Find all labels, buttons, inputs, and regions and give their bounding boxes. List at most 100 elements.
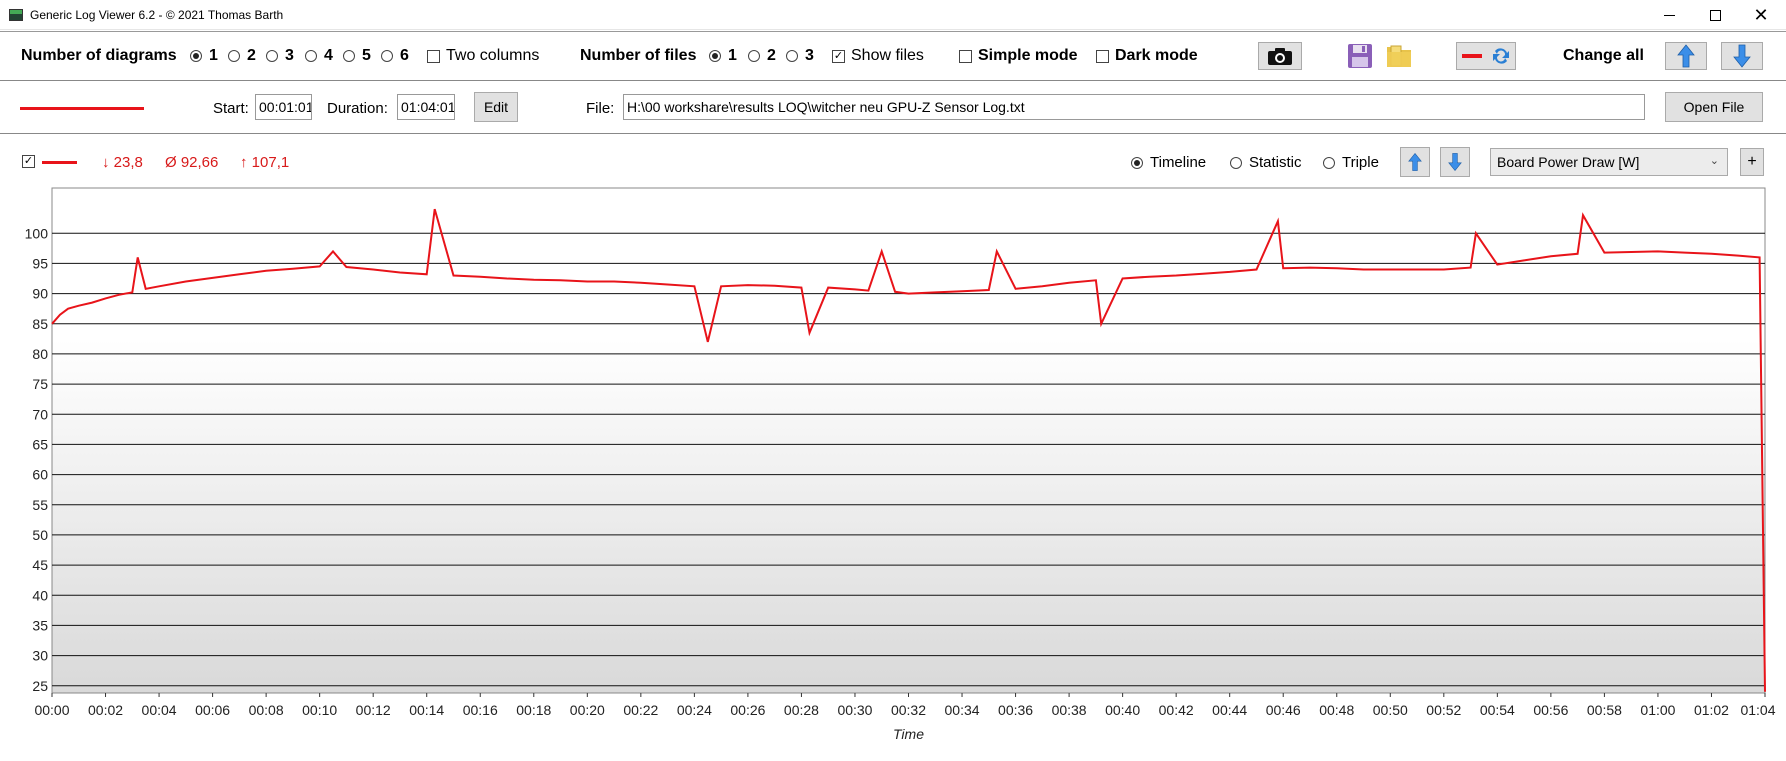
y-tick-label: 25 [32, 678, 48, 694]
files-radio-1[interactable]: 1 [709, 47, 737, 65]
arrow-down-icon [1733, 44, 1751, 68]
series-enabled-checkbox[interactable]: ✓ [22, 155, 35, 168]
swap-color-button[interactable] [1456, 42, 1516, 70]
max-value: ↑ 107,1 [240, 154, 290, 171]
y-tick-label: 40 [32, 587, 48, 603]
chevron-down-icon: ⌄ [1709, 155, 1719, 167]
x-tick-label: 00:32 [891, 702, 926, 718]
x-tick-label: 00:08 [249, 702, 284, 718]
radio-icon [305, 50, 317, 62]
files-label: Number of files [580, 47, 697, 64]
diagrams-radio-4[interactable]: 4 [305, 47, 333, 65]
color-refresh-icon [1462, 48, 1509, 64]
open-folder-button[interactable] [1384, 42, 1414, 70]
avg-value: Ø 92,66 [165, 154, 219, 171]
close-button[interactable]: ✕ [1738, 0, 1784, 30]
checkbox-checked-icon: ✓ [832, 49, 845, 63]
x-tick-label: 00:38 [1052, 702, 1087, 718]
x-tick-label: 00:22 [623, 702, 658, 718]
x-tick-label: 00:20 [570, 702, 605, 718]
minimize-button[interactable] [1646, 0, 1692, 30]
screenshot-button[interactable] [1258, 42, 1302, 70]
x-tick-label: 00:30 [837, 702, 872, 718]
x-tick-label: 00:48 [1319, 702, 1354, 718]
close-icon: ✕ [1753, 4, 1769, 25]
y-tick-label: 35 [32, 617, 48, 633]
open-file-button[interactable]: Open File [1665, 92, 1763, 122]
x-tick-label: 00:14 [409, 702, 444, 718]
series-line [51, 208, 1766, 692]
x-tick-label: 00:56 [1533, 702, 1568, 718]
x-tick-label: 01:02 [1694, 702, 1729, 718]
x-tick-label: 00:04 [142, 702, 177, 718]
diagrams-radio-5[interactable]: 5 [343, 47, 371, 65]
change-all-label: Change all [1563, 47, 1644, 64]
duration-input[interactable]: 01:04:01 [397, 94, 455, 120]
save-button[interactable] [1346, 42, 1374, 70]
window-title: Generic Log Viewer 6.2 - © 2021 Thomas B… [30, 8, 284, 22]
files-radio-3[interactable]: 3 [786, 47, 814, 65]
diagram-move-down-button[interactable] [1440, 147, 1470, 177]
arrow-up-icon [1408, 152, 1422, 171]
y-tick-label: 50 [32, 527, 48, 543]
floppy-disk-icon [1348, 44, 1372, 68]
file-path-input[interactable]: H:\00 workshare\results LOQ\witcher neu … [623, 94, 1645, 120]
files-radio-2[interactable]: 2 [748, 47, 776, 65]
x-tick-label: 00:24 [677, 702, 712, 718]
duration-label: Duration: [327, 100, 388, 117]
file-label: File: [586, 100, 615, 117]
x-tick-label: 00:40 [1105, 702, 1140, 718]
x-tick-label: 00:42 [1159, 702, 1194, 718]
radio-icon [266, 50, 278, 62]
radio-selected-icon [1131, 156, 1143, 169]
maximize-icon [1709, 9, 1721, 21]
x-tick-label: 00:54 [1480, 702, 1515, 718]
sensor-select[interactable]: Board Power Draw [W] ⌄ [1490, 148, 1728, 176]
x-tick-label: 00:44 [1212, 702, 1247, 718]
diagrams-radio-1[interactable]: 1 [190, 47, 218, 65]
maximize-button[interactable] [1692, 0, 1738, 30]
simple-mode-checkbox[interactable]: Simple mode [959, 47, 1078, 65]
y-tick-label: 30 [32, 648, 48, 664]
diagrams-radio-2[interactable]: 2 [228, 47, 256, 65]
x-tick-label: 01:00 [1640, 702, 1675, 718]
x-tick-label: 00:16 [463, 702, 498, 718]
min-value: ↓ 23,8 [102, 154, 143, 171]
y-tick-label: 75 [32, 376, 48, 392]
title-bar: Generic Log Viewer 6.2 - © 2021 Thomas B… [0, 0, 1786, 30]
y-tick-label: 55 [32, 497, 48, 513]
radio-icon [1230, 156, 1242, 169]
series-color-swatch[interactable] [20, 107, 144, 110]
y-tick-label: 100 [25, 225, 49, 241]
x-axis-label: Time [893, 726, 924, 742]
checkbox-icon [1096, 49, 1109, 63]
dark-mode-checkbox[interactable]: Dark mode [1096, 47, 1198, 65]
x-axis: 00:00 00:02 00:04 00:06 00:08 00:10 00:12 00:14… [34, 693, 1776, 718]
move-up-all-button[interactable] [1665, 42, 1707, 70]
diagrams-radio-6[interactable]: 6 [381, 47, 409, 65]
checkbox-icon [959, 49, 972, 63]
add-diagram-button[interactable]: + [1740, 148, 1764, 176]
minimize-icon [1663, 14, 1675, 16]
grid-lines [52, 232, 1765, 687]
diagrams-radio-3[interactable]: 3 [266, 47, 294, 65]
x-tick-label: 00:46 [1266, 702, 1301, 718]
x-tick-label: 00:52 [1426, 702, 1461, 718]
two-columns-checkbox[interactable]: Two columns [427, 47, 539, 65]
view-timeline-radio[interactable]: Timeline [1131, 154, 1206, 171]
x-tick-label: 00:10 [302, 702, 337, 718]
edit-button[interactable]: Edit [474, 92, 518, 122]
x-tick-label: 00:28 [784, 702, 819, 718]
radio-icon [343, 50, 355, 62]
diagram-move-up-button[interactable] [1400, 147, 1430, 177]
start-input[interactable]: 00:01:01 [255, 94, 312, 120]
x-tick-label: 00:18 [516, 702, 551, 718]
view-statistic-radio[interactable]: Statistic [1230, 154, 1302, 171]
move-down-all-button[interactable] [1721, 42, 1763, 70]
show-files-checkbox[interactable]: ✓ Show files [832, 47, 924, 64]
x-tick-label: 00:06 [195, 702, 230, 718]
view-triple-radio[interactable]: Triple [1323, 154, 1379, 171]
x-tick-label: 00:34 [945, 702, 980, 718]
app-icon [9, 9, 23, 21]
